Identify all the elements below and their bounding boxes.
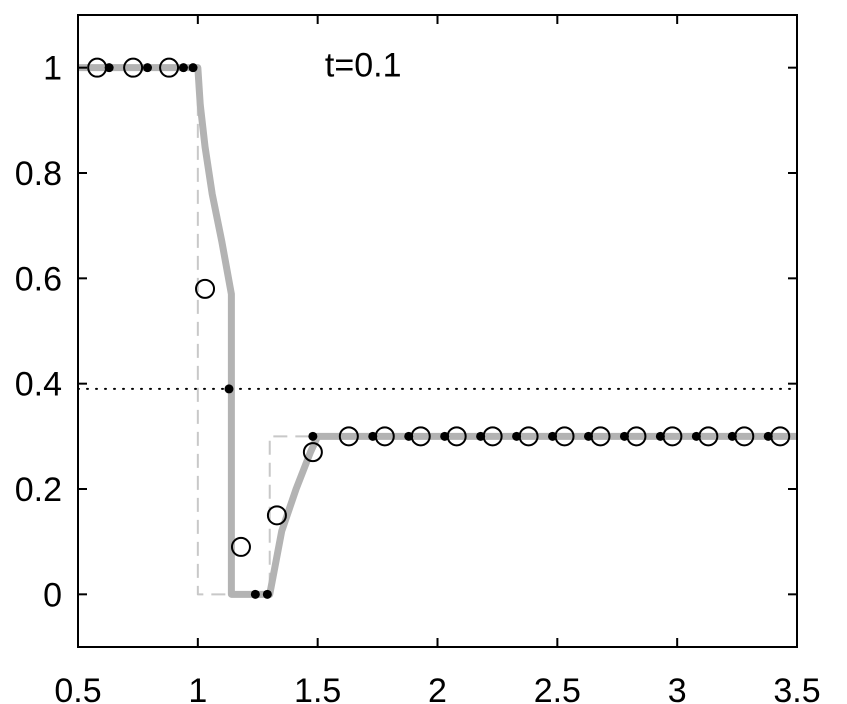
dot-marker bbox=[548, 431, 558, 441]
annotation: t=0.1 bbox=[325, 47, 402, 85]
open-circle-marker bbox=[159, 57, 180, 78]
x-tick-label: 0.5 bbox=[54, 672, 101, 704]
x-tick-label: 3 bbox=[668, 672, 687, 704]
dot-marker bbox=[655, 431, 665, 441]
dot-marker bbox=[583, 431, 593, 441]
dot-marker bbox=[727, 431, 737, 441]
dot-marker bbox=[224, 384, 234, 394]
x-tick-label: 2.5 bbox=[534, 672, 581, 704]
dot-marker bbox=[188, 63, 198, 73]
dot-marker bbox=[440, 431, 450, 441]
open-circle-marker bbox=[338, 426, 359, 447]
open-circle-marker bbox=[302, 442, 323, 463]
y-tick-label: 0.4 bbox=[15, 366, 62, 404]
dot-marker bbox=[250, 589, 260, 599]
x-tick-label: 3.5 bbox=[773, 672, 820, 704]
open-circle-marker bbox=[230, 536, 251, 557]
dot-marker bbox=[512, 431, 522, 441]
dot-marker bbox=[308, 431, 318, 441]
x-tick-label: 1.5 bbox=[294, 672, 341, 704]
x-tick-label: 1 bbox=[188, 672, 207, 704]
dot-marker bbox=[763, 431, 773, 441]
dot-marker bbox=[178, 63, 188, 73]
series-line bbox=[78, 64, 797, 598]
y-tick-label: 1 bbox=[43, 50, 62, 88]
open-circle-marker bbox=[266, 505, 287, 526]
dot-marker bbox=[262, 589, 272, 599]
series-line bbox=[78, 66, 797, 596]
y-tick-label: 0.6 bbox=[15, 260, 62, 298]
open-circle-marker bbox=[123, 57, 144, 78]
dot-marker bbox=[691, 431, 701, 441]
y-tick-label: 0 bbox=[43, 576, 62, 614]
dot-marker bbox=[404, 431, 414, 441]
dot-marker bbox=[368, 431, 378, 441]
open-circle-marker bbox=[195, 278, 216, 299]
dot-marker bbox=[104, 63, 114, 73]
y-tick-label: 0.2 bbox=[15, 471, 62, 509]
y-tick-label: 0.8 bbox=[15, 155, 62, 193]
dot-marker bbox=[476, 431, 486, 441]
x-tick-label: 2 bbox=[428, 672, 447, 704]
dot-marker bbox=[143, 63, 153, 73]
plot-frame bbox=[77, 14, 798, 648]
dot-marker bbox=[619, 431, 629, 441]
